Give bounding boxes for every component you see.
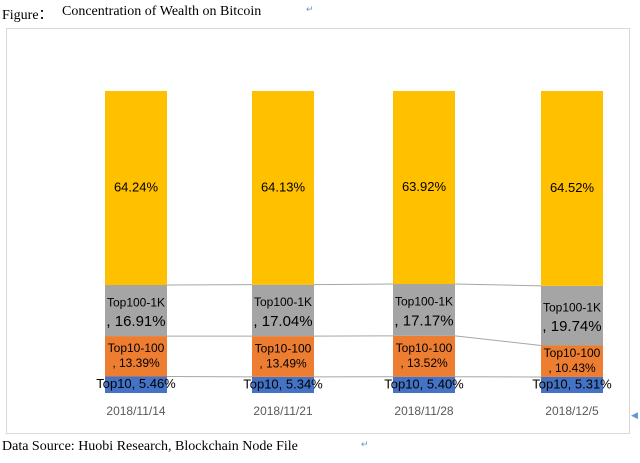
bar-2-1 [105, 336, 167, 377]
x-tick-label-2: 2018/11/21 [253, 404, 312, 418]
arrow-marker-icon: ◀ [631, 410, 638, 420]
series-line-3-3 [454, 283, 542, 287]
bar-4-2 [252, 91, 314, 285]
data-label-1-3: Top10, 5.40% [384, 376, 464, 391]
bar-2-4 [541, 345, 603, 377]
bar-2-3 [393, 335, 455, 377]
chart-area: Top10, 5.46% Top10, 5.34% Top10, 5.40% Top1… [6, 28, 630, 434]
bar-1-3 [393, 376, 455, 393]
bar-4-4 [541, 91, 603, 286]
data-label-1-4: Top10, 5.31% [532, 376, 612, 391]
bar-3-3 [393, 284, 455, 336]
data-label-1-1: Top10, 5.46% [96, 376, 176, 391]
series-line-2-3 [454, 335, 542, 346]
data-label-4-4: 64.52% [550, 180, 595, 195]
data-label-3-2: Top100-1K, 17.04% [253, 295, 312, 330]
data-label-2-1: Top10-100, 13.39% [108, 341, 165, 370]
series-line-3-2 [313, 283, 394, 286]
data-label-2-4: Top10-100, 10.43% [544, 346, 601, 375]
caption-prefix: Figure： [2, 8, 53, 23]
bar-3-1 [105, 285, 167, 337]
data-label-2-2: Top10-100, 13.49% [255, 341, 312, 370]
x-tick-label-3: 2018/11/28 [394, 404, 453, 418]
stacked-bar-chart: Top10, 5.46% Top10, 5.34% Top10, 5.40% Top1… [96, 91, 612, 418]
bar-2-2 [252, 336, 314, 377]
data-label-3-3: Top100-1K, 17.17% [394, 295, 453, 330]
data-label-4-1: 64.24% [114, 179, 159, 194]
data-label-2-3: Top10-100, 13.52% [396, 341, 453, 370]
data-label-1-2: Top10, 5.34% [243, 376, 323, 391]
data-source: Data Source: Huobi Research, Blockchain … [0, 436, 640, 460]
bar-1-2 [252, 376, 314, 393]
bar-4-1 [105, 91, 167, 286]
data-label-3-4: Top100-1K, 19.74% [542, 301, 601, 336]
chart-title: Concentration of Wealth on Bitcoin [62, 4, 262, 19]
paragraph-mark-icon: ↵ [306, 4, 314, 14]
source-text: Data Source: Huobi Research, Blockchain … [2, 439, 298, 454]
bar-1-4 [541, 376, 603, 393]
data-label-4-2: 64.13% [261, 179, 306, 194]
paragraph-mark-icon: ↵ [361, 439, 369, 449]
x-tick-label-1: 2018/11/14 [106, 404, 165, 418]
x-tick-label-4: 2018/12/5 [545, 404, 599, 418]
figure-caption: Figure： Concentration of Wealth on Bitco… [0, 0, 640, 28]
data-label-3-1: Top100-1K, 16.91% [106, 296, 165, 331]
bar-3-2 [252, 284, 314, 337]
bar-4-3 [393, 91, 455, 285]
bar-1-1 [105, 376, 167, 393]
bar-3-4 [541, 285, 603, 346]
data-label-4-3: 63.92% [402, 179, 447, 194]
